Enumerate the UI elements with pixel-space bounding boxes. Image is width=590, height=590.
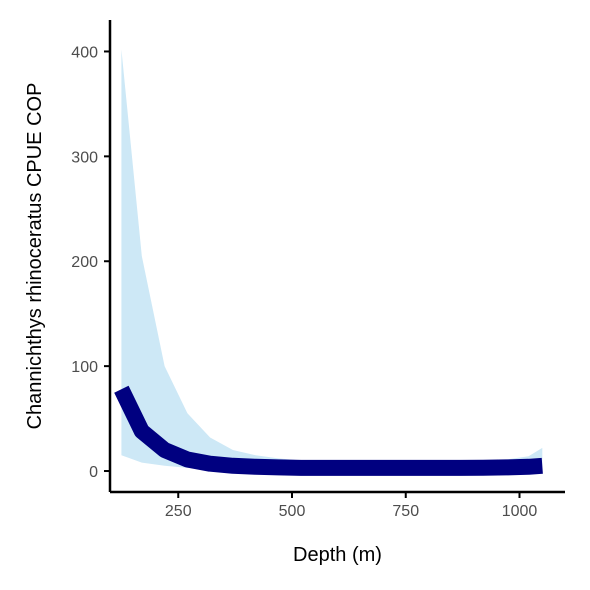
plot-area — [114, 49, 543, 476]
x-tick-label: 1000 — [502, 503, 538, 520]
y-tick-label: 100 — [71, 359, 98, 376]
y-tick-label: 400 — [71, 44, 98, 61]
x-tick-label: 250 — [165, 503, 192, 520]
series-line — [114, 385, 543, 476]
y-axis-title: Channichthys rhinoceratus CPUE COP — [24, 83, 46, 430]
confidence-ribbon — [121, 49, 543, 471]
y-tick-label: 0 — [89, 464, 98, 481]
x-tick-label: 500 — [279, 503, 306, 520]
x-axis-title: Depth (m) — [293, 544, 382, 566]
axes: 250 500 750 1000 0 100 200 300 400 — [71, 20, 565, 520]
y-tick-label: 300 — [71, 149, 98, 166]
x-tick-label: 750 — [392, 503, 419, 520]
y-tick-label: 200 — [71, 254, 98, 271]
